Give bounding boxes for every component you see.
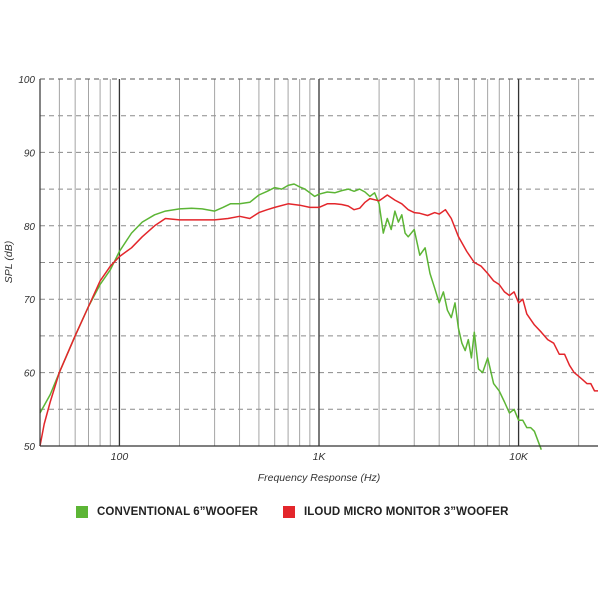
legend-swatch-green [76,506,88,518]
legend-item-conventional: CONVENTIONAL 6”WOOFER [76,506,258,518]
legend-item-iloud: ILOUD MICRO MONITOR 3”WOOFER [283,506,508,518]
y-tick-labels: 50 60 70 80 90 100 [18,75,35,453]
series-line-1 [39,194,598,447]
legend-swatch-red [283,506,295,518]
y-tick-50: 50 [24,442,36,453]
x-gridlines [58,79,580,446]
x-tick-1K: 1K [313,451,327,463]
y-tick-80: 80 [24,222,36,233]
series-line-0 [39,183,543,450]
y-tick-70: 70 [24,295,36,306]
axes [39,78,598,447]
series-lines [39,183,598,450]
x-axis-label: Frequency Response (Hz) [258,472,381,484]
legend-label-iloud: ILOUD MICRO MONITOR 3”WOOFER [304,506,509,518]
legend: CONVENTIONAL 6”WOOFER ILOUD MICRO MONITO… [0,506,600,530]
y-axis-label: SPL (dB) [3,241,15,283]
legend-label-conventional: CONVENTIONAL 6”WOOFER [97,506,258,518]
x-tick-10K: 10K [509,451,529,463]
y-tick-90: 90 [24,148,36,159]
y-tick-60: 60 [24,369,36,380]
x-tick-100: 100 [111,451,129,463]
x-tick-labels: 100 1K 10K [111,451,529,463]
y-tick-100: 100 [18,75,35,86]
